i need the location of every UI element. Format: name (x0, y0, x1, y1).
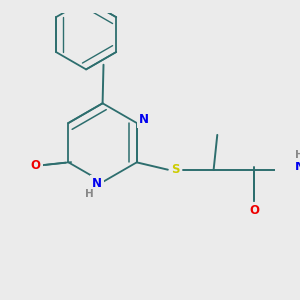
Text: N: N (92, 177, 102, 190)
Text: H: H (295, 150, 300, 160)
Text: S: S (171, 163, 179, 176)
Text: N: N (139, 113, 149, 126)
Text: N: N (295, 160, 300, 172)
Text: O: O (31, 159, 40, 172)
Text: H: H (85, 189, 94, 199)
Text: O: O (249, 204, 259, 218)
